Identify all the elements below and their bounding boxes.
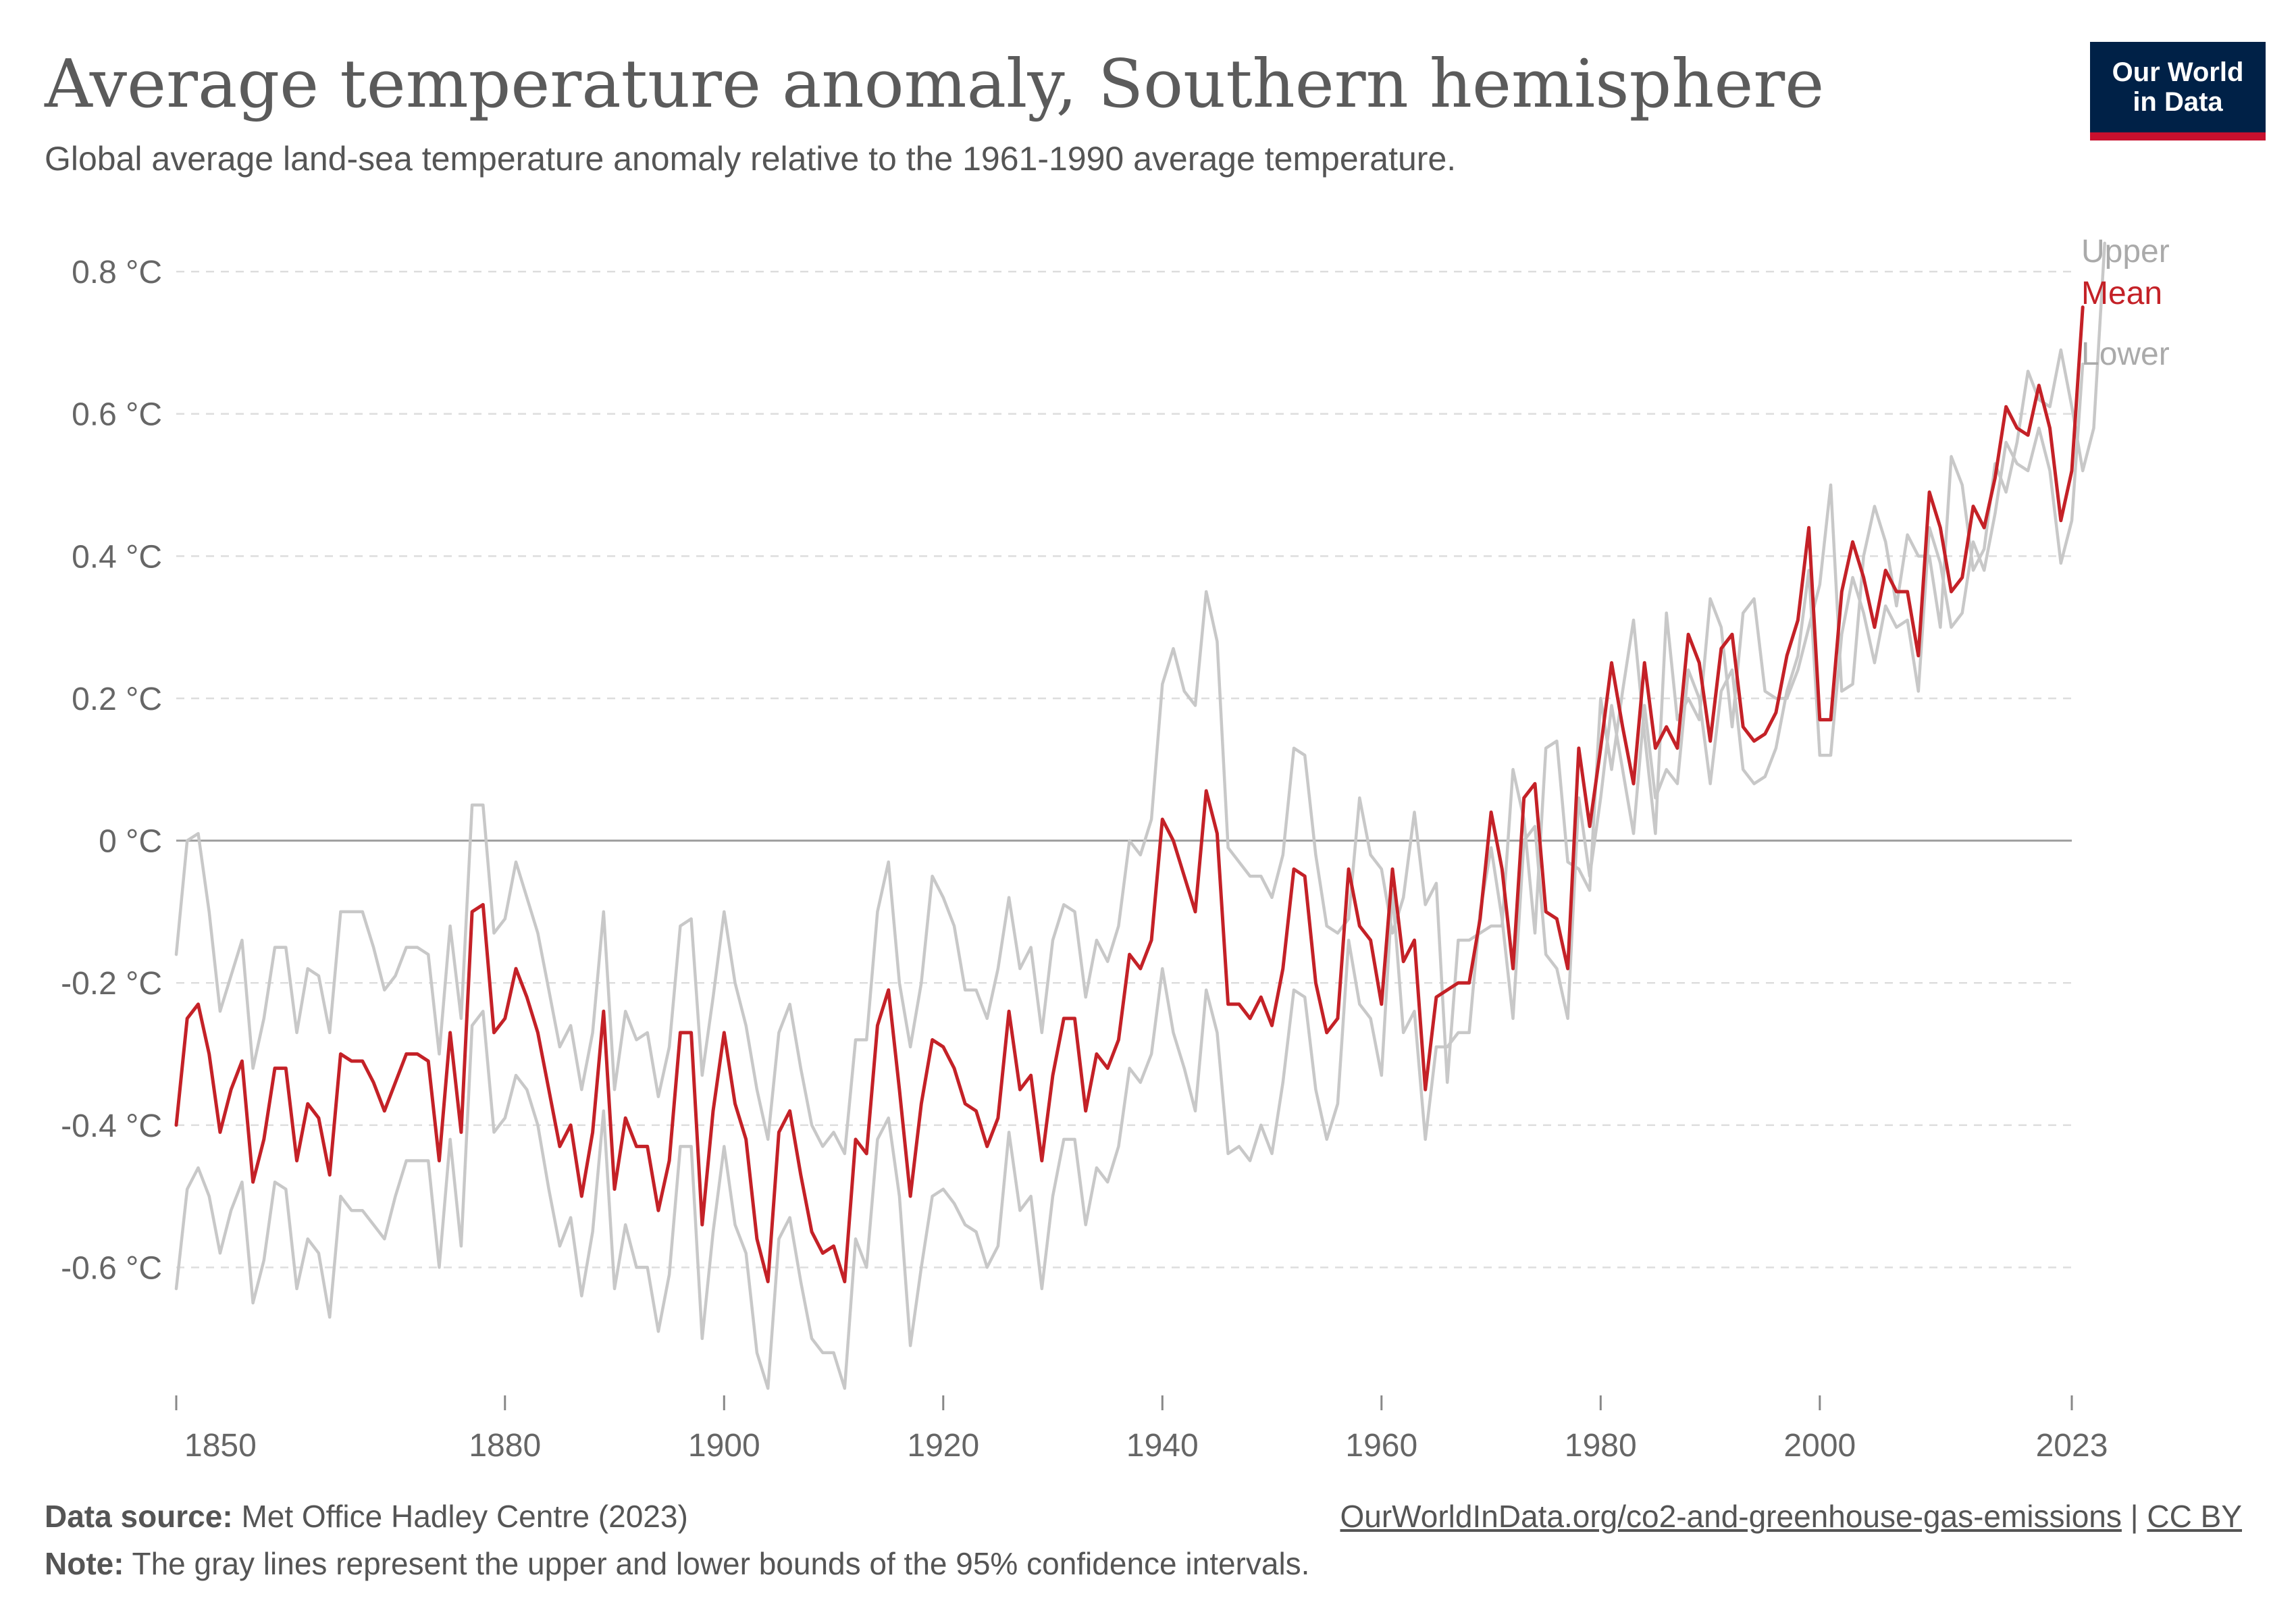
owid-logo[interactable]: Our World in Data [2090,42,2266,140]
x-tick-label: 1960 [1345,1428,1417,1464]
x-tick-label: 2023 [2036,1428,2108,1464]
y-tick-label: -0.6 °C [61,1250,162,1286]
logo-line-1: Our World [2112,57,2244,87]
x-tick-label: 2000 [1783,1428,1856,1464]
chart-title: Average temperature anomaly, Southern he… [45,46,1825,123]
x-tick-label: 1980 [1565,1428,1637,1464]
y-axis-tick-labels: -0.6 °C -0.4 °C -0.2 °C 0 °C 0.2 °C 0.4 °C 0.6… [61,255,162,1286]
source-text: Met Office Hadley Centre (2023) [241,1499,688,1534]
legend-label-upper: Upper [2081,234,2170,269]
note-text: The gray lines represent the upper and l… [132,1546,1310,1581]
series-line-lower [174,362,2085,1390]
y-tick-label: -0.2 °C [61,966,162,1002]
y-tick-label: 0 °C [99,824,162,860]
y-tick-label: 0.4 °C [72,539,162,575]
source-link[interactable]: OurWorldInData.org/co2-and-greenhouse-ga… [1340,1499,2122,1534]
legend-label-lower: Lower [2081,336,2170,372]
x-tick-label: 1850 [184,1428,257,1464]
series-lines [174,241,2106,1390]
legend: Upper Mean Lower [2081,234,2170,372]
y-tick-label: -0.4 °C [61,1108,162,1144]
chart-note: Note: The gray lines represent the upper… [45,1545,1309,1582]
source-label: Data source: [45,1499,233,1534]
x-tick-label: 1880 [469,1428,541,1464]
y-tick-label: 0.6 °C [72,397,162,433]
chart-subtitle: Global average land-sea temperature anom… [45,140,1457,178]
note-label: Note: [45,1546,124,1581]
logo-line-2: in Data [2133,87,2223,117]
y-tick-label: 0.2 °C [72,681,162,717]
x-axis: 1850 1880 1900 1920 1940 1960 1980 2000 2023 [175,1395,2108,1464]
series-line-mean [174,305,2085,1283]
x-tick-label: 1920 [907,1428,979,1464]
footer-links: OurWorldInData.org/co2-and-greenhouse-ga… [1340,1498,2243,1535]
data-source: Data source: Met Office Hadley Centre (2… [45,1498,688,1535]
y-tick-label: 0.8 °C [72,255,162,290]
link-separator: | [2130,1499,2139,1534]
series-line-upper [174,241,2106,1156]
legend-label-mean: Mean [2081,276,2162,311]
license-link[interactable]: CC BY [2147,1499,2242,1534]
x-tick-label: 1940 [1126,1428,1199,1464]
x-tick-label: 1900 [688,1428,760,1464]
